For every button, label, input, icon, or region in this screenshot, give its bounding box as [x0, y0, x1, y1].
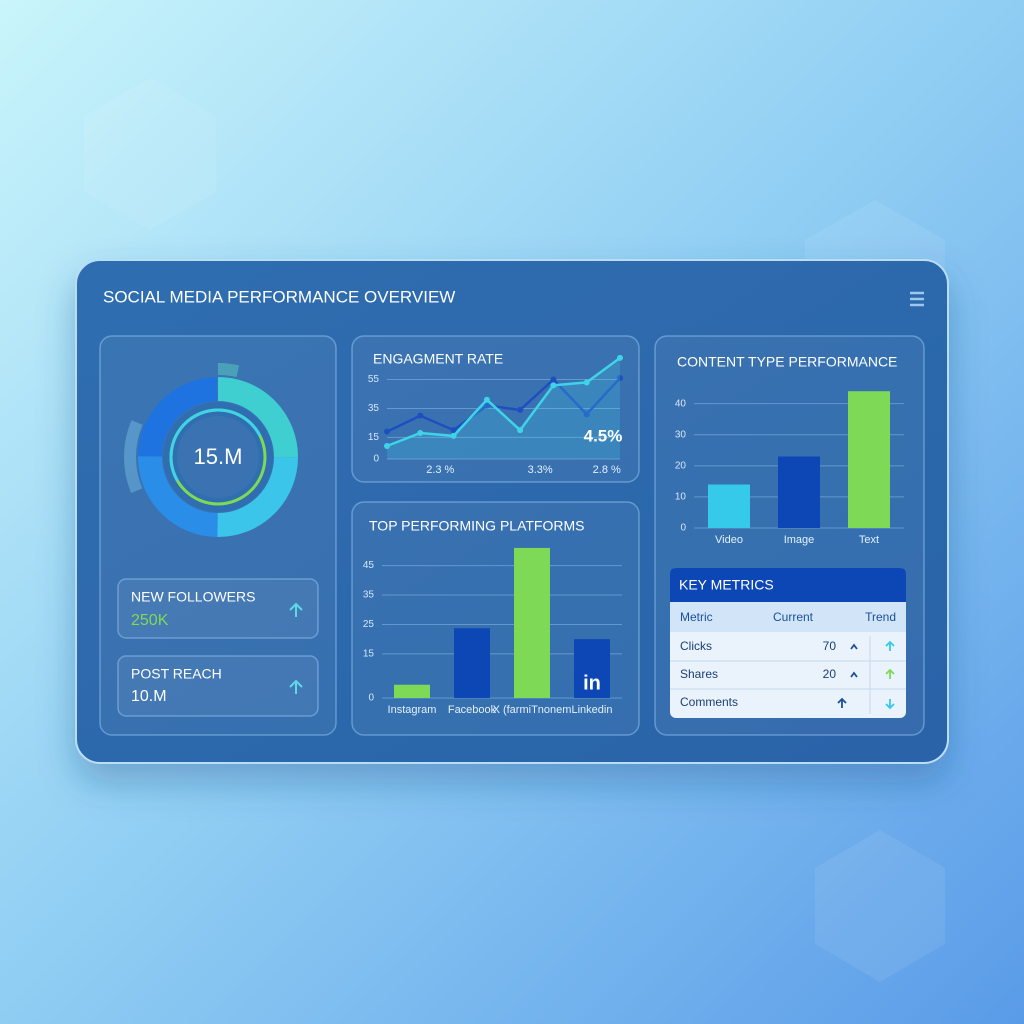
- table-row-lines: [670, 636, 906, 714]
- y-tick-label: 35: [368, 403, 380, 414]
- column-header: Trend: [865, 610, 896, 624]
- bar: [574, 639, 610, 698]
- point: [483, 396, 490, 403]
- point: [617, 354, 623, 361]
- line: [386, 377, 621, 433]
- bar: [848, 391, 890, 528]
- point: [550, 376, 557, 383]
- y-tick-label: 45: [363, 560, 375, 571]
- bar: [708, 484, 750, 528]
- point: [517, 427, 524, 434]
- followers-card[interactable]: [117, 578, 319, 639]
- column-header: Current: [773, 610, 814, 624]
- x-tick-label: Instagram: [388, 704, 437, 716]
- platforms-card: [351, 501, 640, 736]
- point: [517, 406, 524, 413]
- card-label: NEW FOLLOWERS: [131, 589, 255, 605]
- bar: [394, 684, 430, 698]
- chart-title: TOP PERFORMING PLATFORMS: [369, 518, 584, 534]
- card-label: POST REACH: [131, 666, 222, 682]
- x-tick-label: 2.8 %: [593, 464, 621, 476]
- point: [483, 402, 490, 409]
- table-title: KEY METRICS: [679, 577, 774, 593]
- column-header: Metric: [680, 610, 713, 624]
- chart-title: CONTENT TYPE PERFORMANCE: [677, 354, 897, 370]
- reach-card[interactable]: [117, 655, 319, 717]
- line: [386, 356, 621, 448]
- table-cell: Clicks: [680, 639, 712, 653]
- point: [417, 412, 424, 419]
- bar: [454, 628, 490, 698]
- x-tick-label: 3.3%: [528, 464, 553, 476]
- bar: [514, 547, 550, 698]
- x-tick-label: Text: [859, 534, 879, 546]
- x-tick-label: X (farmiTnonem: [493, 704, 572, 716]
- area: [387, 357, 620, 459]
- y-tick-label: 30: [675, 429, 687, 440]
- x-tick-label: Video: [715, 534, 743, 546]
- point: [583, 411, 590, 418]
- x-tick-label: Facebook: [448, 704, 497, 716]
- point: [450, 427, 457, 434]
- card-value: 250K: [131, 612, 169, 629]
- point: [583, 379, 590, 386]
- y-tick-label: 20: [675, 460, 687, 471]
- chart-title: ENGAGMENT RATE: [373, 351, 503, 367]
- x-tick-label: 2.3 %: [426, 464, 454, 476]
- x-tick-label: Linkedin: [572, 704, 613, 716]
- table-cell: 70: [823, 639, 837, 653]
- y-tick-label: 55: [368, 374, 380, 385]
- table-cell: 20: [823, 667, 837, 681]
- card-value: 10.M: [131, 688, 167, 705]
- menu-icon[interactable]: [910, 291, 924, 307]
- point: [550, 382, 557, 389]
- y-tick-label: 10: [675, 492, 687, 503]
- y-tick-label: 25: [363, 619, 375, 630]
- point: [384, 443, 390, 449]
- y-tick-label: 0: [680, 523, 686, 534]
- point: [617, 375, 623, 382]
- donut-center-label: 15.M: [194, 444, 243, 469]
- point: [450, 432, 457, 439]
- table-cell: Shares: [680, 667, 718, 681]
- table-header: [670, 568, 906, 602]
- panel-title: SOCIAL MEDIA PERFORMANCE OVERVIEW: [103, 287, 455, 306]
- point: [384, 428, 390, 435]
- donut: [124, 363, 312, 551]
- table-column-row: [670, 602, 906, 632]
- x-tick-label: Image: [784, 534, 815, 546]
- table-cell: Comments: [680, 695, 738, 709]
- point: [417, 430, 424, 436]
- y-tick-label: 15: [363, 649, 375, 660]
- y-tick-label: 0: [373, 454, 379, 465]
- trend-arrows: [289, 602, 303, 694]
- y-tick-label: 40: [675, 398, 687, 409]
- y-tick-label: 15: [368, 432, 380, 443]
- table-trend-icons: [837, 640, 895, 710]
- y-tick-label: 35: [363, 590, 375, 601]
- bar-icon: in: [583, 672, 601, 694]
- bar: [778, 456, 820, 528]
- annotation: 4.5%: [584, 426, 623, 445]
- y-tick-label: 0: [368, 693, 374, 704]
